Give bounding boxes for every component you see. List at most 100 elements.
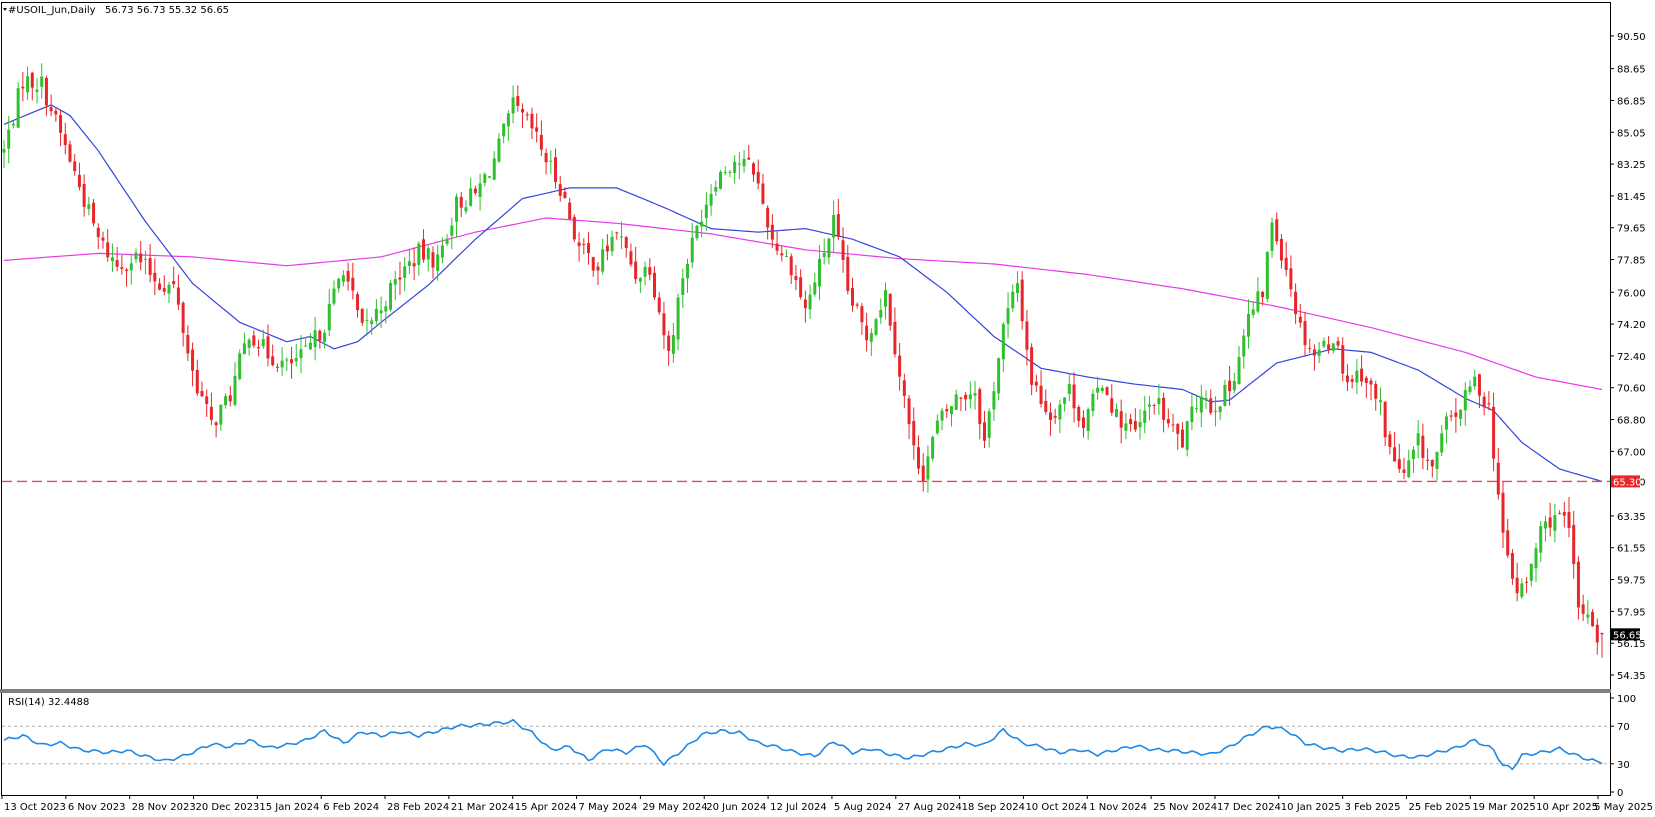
candle-body	[539, 134, 543, 150]
candle-body	[912, 420, 916, 446]
candle-body	[275, 366, 279, 368]
time-tick-label: 6 Nov 2023	[68, 802, 126, 813]
time-tick-label: 6 Feb 2024	[323, 802, 379, 813]
candle-body	[964, 394, 968, 400]
candle-body	[916, 447, 920, 469]
candle-body	[747, 157, 751, 160]
candle-body	[1011, 291, 1015, 309]
rsi-line	[3, 718, 1603, 771]
time-tick-label: 13 Oct 2023	[4, 802, 66, 813]
candle-body	[280, 360, 284, 368]
candle-body	[1444, 416, 1448, 430]
candle-body	[1105, 387, 1109, 396]
candle-body	[2, 148, 6, 153]
candle-body	[1576, 561, 1580, 608]
candle-body	[181, 302, 185, 334]
candle-body	[224, 396, 228, 406]
candle-body	[535, 127, 539, 132]
candle-body	[568, 202, 572, 220]
candle-body	[1067, 384, 1071, 395]
candle-body	[1171, 424, 1175, 426]
candle-body	[931, 436, 935, 459]
candle-body	[1378, 400, 1382, 403]
candle-body	[902, 380, 906, 396]
candle-body	[464, 207, 468, 212]
candle-body	[1383, 401, 1387, 438]
rsi-tick-label: 30	[1617, 760, 1630, 771]
candle-body	[106, 242, 110, 258]
pane-separator[interactable]	[0, 689, 1611, 693]
candle-body	[737, 163, 741, 165]
candle-body	[1143, 410, 1147, 423]
candle-body	[1482, 396, 1486, 408]
candle-body	[87, 204, 91, 210]
price-tick-label: 90.50	[1617, 32, 1646, 43]
candle-body	[756, 171, 760, 184]
candle-body	[827, 238, 831, 258]
candle-body	[865, 325, 869, 341]
candle-body	[1114, 408, 1118, 418]
candle-body	[1543, 521, 1547, 529]
candle-body	[1345, 375, 1349, 383]
candle-body	[1463, 390, 1467, 411]
candle-body	[299, 349, 303, 358]
price-tick-label: 74.20	[1617, 320, 1646, 331]
candle-body	[261, 339, 265, 347]
candle-body	[323, 332, 327, 342]
candle-body	[158, 283, 162, 290]
candle-body	[1327, 344, 1331, 350]
candle-body	[1044, 400, 1048, 412]
candle-body	[653, 272, 657, 298]
candle-body	[1525, 581, 1529, 583]
candle-body	[370, 320, 374, 325]
candle-body	[879, 309, 883, 318]
candle-body	[1534, 548, 1538, 569]
price-pane[interactable]: 90.50 88.65 86.85 85.05 83.25 81.45 79.65 77.85…	[1, 2, 1646, 689]
candle-body	[1341, 345, 1345, 374]
rsi-path	[3, 718, 1603, 771]
time-tick-label: 28 Nov 2023	[132, 802, 196, 813]
rsi-levels	[2, 725, 1610, 765]
candle-body	[44, 78, 48, 106]
candle-body	[704, 204, 708, 218]
candle-body	[605, 245, 609, 252]
candle-body	[973, 393, 977, 396]
candle-body	[351, 277, 355, 291]
candle-body	[1232, 381, 1236, 391]
candle-body	[591, 257, 595, 271]
candle-body	[1034, 381, 1038, 386]
candle-body	[1237, 357, 1241, 385]
price-tick-label: 63.35	[1617, 512, 1646, 523]
candle-body	[789, 256, 793, 276]
candle-body	[860, 306, 864, 323]
candle-body	[1190, 406, 1194, 423]
time-tick-label: 20 Dec 2023	[196, 802, 260, 813]
time-tick-label: 28 Feb 2024	[387, 802, 449, 813]
rsi-pane[interactable]: 100 70 30 0 RSI(14) 32.4488	[1, 693, 1637, 799]
candle-body	[11, 123, 15, 126]
candle-body	[808, 294, 812, 310]
candle-body	[1468, 386, 1472, 393]
time-tick-label: 17 Dec 2024	[1217, 802, 1281, 813]
candle-body	[794, 276, 798, 281]
candle-body	[1567, 512, 1571, 529]
candle-body	[634, 261, 638, 280]
candle-body	[308, 342, 312, 350]
candle-body	[610, 236, 614, 252]
candle-body	[26, 76, 30, 93]
candle-body	[785, 255, 789, 257]
candle-body	[601, 249, 605, 272]
candle-body	[1397, 459, 1401, 470]
candle-body	[1591, 611, 1595, 627]
candle-body	[982, 422, 986, 441]
time-tick-label: 20 Jun 2024	[706, 802, 766, 813]
candle-body	[766, 207, 770, 228]
candle-body	[813, 282, 817, 295]
candle-body	[1459, 409, 1463, 419]
candle-body	[832, 214, 836, 238]
candle-body	[544, 152, 548, 163]
candle-body	[1553, 515, 1557, 531]
candle-body	[1558, 513, 1562, 515]
candle-body	[690, 237, 694, 263]
